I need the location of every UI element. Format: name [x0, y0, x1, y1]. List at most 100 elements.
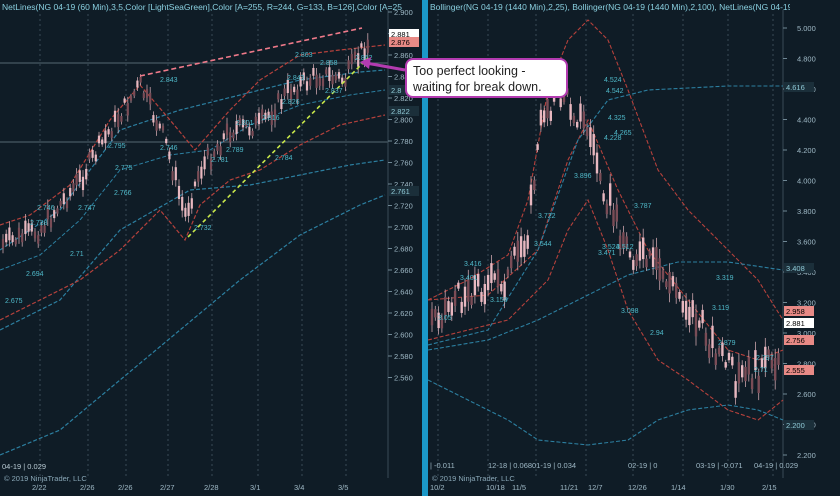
left-chart-header: NetLines(NG 04-19 (60 Min),3,5,Color [Li… [2, 2, 402, 12]
price-candle-body [219, 146, 222, 156]
x-tick-label: 3/4 [294, 483, 304, 492]
price-candle-body [126, 103, 129, 116]
price-candle-body [85, 168, 88, 180]
price-level-label: 3.319 [716, 275, 734, 282]
price-level-label: 2.879 [718, 340, 736, 347]
y-tick-label: 3.000 [797, 329, 816, 338]
y-tick-label: 2.860 [394, 51, 413, 60]
price-candle-body [193, 181, 197, 187]
price-candle-body [8, 227, 11, 241]
right-chart-canvas[interactable]: 5.0004.8004.6004.4004.2004.0003.8003.600… [428, 0, 840, 496]
x-tick-label: 1/14 [671, 483, 686, 492]
price-candle-body [453, 290, 457, 306]
price-tag-bg [784, 263, 814, 273]
bollinger-band-line [0, 159, 386, 331]
price-candle-body [741, 365, 744, 378]
price-candle-body [117, 114, 120, 127]
price-candle-body [444, 296, 447, 316]
price-candle-body [731, 356, 734, 366]
price-candle-body [280, 99, 283, 110]
y-tick-label: 4.000 [797, 177, 816, 186]
price-candle-body [549, 110, 552, 121]
price-candle-body [750, 378, 754, 390]
bollinger-band-line [428, 85, 783, 346]
price-level-label: 3.896 [574, 173, 592, 180]
price-candle-body [500, 283, 503, 292]
price-candle-body [158, 123, 161, 129]
price-candle-body [254, 116, 257, 125]
price-candle-body [503, 281, 506, 301]
price-candle-body [334, 74, 337, 81]
price-candle-body [513, 246, 516, 256]
price-candle-body [595, 152, 599, 174]
pane-splitter[interactable] [422, 0, 428, 496]
price-candle-body [331, 74, 334, 85]
y-tick-label: 2.640 [394, 288, 413, 297]
left-indicator-readout: 04-19 | 0.029 [2, 462, 47, 471]
left-chart-panel[interactable]: 2.9002.8802.8602.8402.8202.8002.7802.760… [0, 0, 422, 496]
price-candle-body [708, 344, 711, 358]
y-tick-label: 3.600 [797, 238, 816, 247]
price-candle-body [107, 129, 110, 135]
price-level-label: 2.795 [108, 143, 126, 150]
x-tick-label: 10/2 [430, 483, 445, 492]
price-candle-body [245, 122, 248, 127]
price-candle-body [101, 139, 104, 145]
price-candle-body [120, 116, 123, 122]
price-candle-body [286, 79, 289, 94]
price-candle-body [635, 254, 638, 267]
price-level-label: 4.228 [604, 135, 622, 142]
price-level-label: 2.863 [295, 52, 313, 59]
price-candle-body [203, 156, 206, 170]
price-tag-label: 2.756 [786, 336, 805, 345]
price-level-label: 2.746 [160, 145, 178, 152]
y-tick-label: 2.840 [394, 73, 413, 82]
x-tick-label: 2/22 [32, 483, 47, 492]
indicator-readout-segment: 12-18 | 0.068 [488, 461, 532, 470]
price-level-label: 2.784 [275, 155, 293, 162]
price-candle-body [88, 152, 91, 160]
x-tick-label: 2/28 [204, 483, 219, 492]
lower-trendline [187, 57, 369, 238]
price-candle-body [483, 284, 486, 305]
indicator-readout-segment: 01-19 | 0.034 [532, 461, 576, 470]
price-candle-body [572, 115, 576, 124]
price-candle-body [270, 111, 273, 125]
price-level-label: 3.098 [621, 308, 639, 315]
price-candle-body [56, 208, 59, 214]
price-candle-body [97, 135, 101, 144]
price-level-label: 2.766 [114, 190, 132, 197]
price-level-label: 3.416 [464, 261, 482, 268]
price-candle-body [273, 109, 277, 122]
annotation-callout[interactable]: Too perfect looking - waiting for break … [405, 58, 568, 98]
bollinger-band-line [428, 198, 784, 421]
left-chart-canvas[interactable]: 2.9002.8802.8602.8402.8202.8002.7802.760… [0, 0, 422, 496]
price-tag-label: 4.616 [786, 83, 805, 92]
y-tick-label: 2.740 [394, 180, 413, 189]
price-tag-label: 2.761 [391, 187, 410, 196]
price-candle-body [585, 126, 589, 136]
price-level-label: 2.71 [70, 251, 84, 258]
price-candle-body [605, 203, 609, 215]
price-candle-body [17, 227, 21, 239]
price-candle-body [104, 130, 107, 144]
annotation-line-1: Too perfect looking - [413, 64, 526, 78]
price-candle-body [632, 259, 635, 270]
price-level-label: 2.732 [194, 225, 212, 232]
bollinger-band-line [0, 194, 386, 456]
upper-trendline [139, 27, 363, 77]
price-tag-label: 2.822 [391, 107, 410, 116]
price-candle-body [264, 112, 267, 120]
price-candle-body [302, 72, 305, 81]
price-candle-body [582, 111, 585, 129]
price-candle-body [129, 96, 133, 101]
price-candle-body [437, 312, 440, 329]
price-candle-body [701, 309, 704, 324]
price-candle-body [675, 283, 678, 298]
y-tick-label: 2.760 [394, 159, 413, 168]
price-candle-body [152, 115, 155, 123]
price-candle-body [473, 274, 477, 296]
price-candle-body [142, 93, 145, 99]
price-tag-label: 2.200 [786, 421, 805, 430]
price-level-label: 2.775 [115, 165, 133, 172]
